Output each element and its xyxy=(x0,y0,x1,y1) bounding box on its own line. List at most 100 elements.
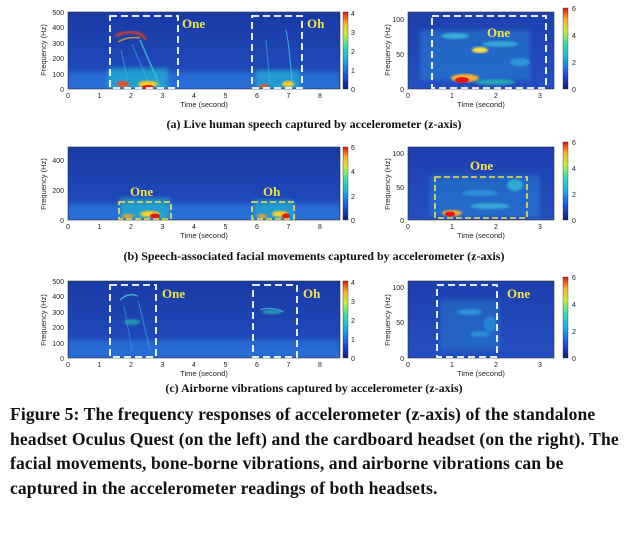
xtick: 5 xyxy=(224,93,228,100)
xtick: 0 xyxy=(406,224,410,231)
xtick: 0 xyxy=(406,362,410,369)
xtick: 1 xyxy=(450,224,454,231)
cbar-tick: 3 xyxy=(351,30,355,37)
ytick: 100 xyxy=(392,285,404,292)
spectrogram-c-right xyxy=(407,280,555,359)
cbar-tick: 0 xyxy=(572,218,576,225)
heat-b-right xyxy=(430,175,540,217)
annotation-box-b-left-one xyxy=(118,201,172,220)
xtick: 6 xyxy=(255,224,259,231)
xticks-b-right: 0 1 2 3 xyxy=(406,224,542,231)
cbar-tick: 2 xyxy=(572,192,576,199)
annotation-a-left-one: One xyxy=(182,16,205,31)
xticks-a-left: 0 1 2 3 4 5 6 7 8 xyxy=(66,93,322,100)
cbar-tick: 2 xyxy=(572,60,576,67)
cbar-tick: 4 xyxy=(351,11,355,18)
xlabel-b-left: Time (second) xyxy=(180,231,228,240)
yticks-c-right: 0 50 100 xyxy=(392,285,404,363)
yticks-c-left: 0 100 200 300 400 500 xyxy=(52,279,64,363)
figure-caption: Figure 5: The frequency responses of acc… xyxy=(10,404,619,498)
xtick: 2 xyxy=(129,93,133,100)
xtick: 4 xyxy=(192,362,196,369)
annotation-box-c-left-one xyxy=(109,284,157,358)
annotation-box-a-right-one xyxy=(431,15,547,89)
ytick: 400 xyxy=(52,25,64,32)
xtick: 7 xyxy=(287,224,291,231)
caption-b: (b) Speech-associated facial movements c… xyxy=(124,249,505,263)
heat-a-left xyxy=(68,29,340,89)
xtick: 5 xyxy=(224,224,228,231)
xtick: 2 xyxy=(494,362,498,369)
xtick: 3 xyxy=(538,362,542,369)
xtick: 0 xyxy=(66,362,70,369)
annotation-b-left-oh: Oh xyxy=(263,184,281,199)
cbar-tick: 4 xyxy=(572,33,576,40)
ytick: 500 xyxy=(52,10,64,17)
xtick: 1 xyxy=(98,362,102,369)
ytick: 500 xyxy=(52,279,64,286)
annotation-box-a-left-oh xyxy=(251,15,303,89)
xticks-c-left: 0 1 2 3 4 5 6 7 8 xyxy=(66,362,322,369)
cbar-tick: 4 xyxy=(351,280,355,287)
xtick: 0 xyxy=(406,93,410,100)
xtick: 7 xyxy=(287,93,291,100)
cbar-tick: 2 xyxy=(351,318,355,325)
cbar-tick: 3 xyxy=(351,299,355,306)
xtick: 2 xyxy=(129,362,133,369)
annotation-a-left-oh: Oh xyxy=(307,16,325,31)
xlabel-c-right: Time (second) xyxy=(457,369,505,378)
ytick: 100 xyxy=(392,17,404,24)
spectrogram-b-left xyxy=(67,146,341,221)
ylabel-b-right: Frequency (Hz) xyxy=(383,158,392,210)
ytick: 0 xyxy=(60,87,64,94)
ytick: 100 xyxy=(52,341,64,348)
xtick: 2 xyxy=(129,224,133,231)
annotation-c-right-one: One xyxy=(507,286,530,301)
colorbar-b-right: 0 2 4 6 xyxy=(562,140,576,225)
panel-c: One Oh 0 100 200 300 400 500 0 1 2 3 4 5… xyxy=(39,275,576,395)
ylabel-a-right: Frequency (Hz) xyxy=(383,24,392,76)
ytick: 50 xyxy=(396,52,404,59)
colorbar-b-left: 0 2 4 6 xyxy=(342,145,355,225)
heat-c-left xyxy=(68,293,340,358)
xlabel-a-left: Time (second) xyxy=(180,100,228,109)
annotation-box-b-right-one xyxy=(434,176,528,219)
cbar-tick: 4 xyxy=(351,169,355,176)
caption-c: (c) Airborne vibrations captured by acce… xyxy=(165,381,462,395)
cbar-tick: 1 xyxy=(351,68,355,75)
ytick: 300 xyxy=(52,41,64,48)
cbar-tick: 6 xyxy=(572,275,576,282)
xtick: 3 xyxy=(161,362,165,369)
xtick: 8 xyxy=(318,362,322,369)
annotation-c-left-one: One xyxy=(162,286,185,301)
xtick: 1 xyxy=(98,93,102,100)
annotation-box-c-left-oh xyxy=(252,284,298,358)
ytick: 100 xyxy=(392,151,404,158)
xtick: 1 xyxy=(450,362,454,369)
xlabel-c-left: Time (second) xyxy=(180,369,228,378)
xtick: 0 xyxy=(66,93,70,100)
xticks-b-left: 0 1 2 3 4 5 6 7 8 xyxy=(66,224,322,231)
panel-a: One Oh 0 100 200 300 400 500 0 1 2 3 4 5… xyxy=(39,6,576,131)
colorbar-c-left: 0 1 2 3 4 xyxy=(342,280,355,363)
xtick: 0 xyxy=(66,224,70,231)
xtick: 1 xyxy=(98,224,102,231)
ylabel-a-left: Frequency (Hz) xyxy=(39,24,48,76)
panel-b: One Oh 0 2 0 0 400 0 1 2 3 4 5 6 7 8 Time … xyxy=(39,140,576,263)
cbar-tick: 0 xyxy=(351,356,355,363)
cbar-tick: 4 xyxy=(572,166,576,173)
heat-a-right xyxy=(420,30,530,85)
xticks-a-right: 0 1 2 3 xyxy=(406,93,542,100)
colorbar-a-left: 0 1 2 3 4 xyxy=(342,11,355,94)
annotation-b-right-one: One xyxy=(470,158,493,173)
ytick: 50 xyxy=(396,185,404,192)
ytick: 400 xyxy=(52,158,64,165)
xticks-c-right: 0 1 2 3 xyxy=(406,362,542,369)
ylabel-b-left: Frequency (Hz) xyxy=(39,158,48,210)
xtick: 6 xyxy=(255,93,259,100)
xtick: 5 xyxy=(224,362,228,369)
cbar-tick: 2 xyxy=(351,49,355,56)
annotation-b-left-one: One xyxy=(130,184,153,199)
cbar-tick: 0 xyxy=(572,87,576,94)
